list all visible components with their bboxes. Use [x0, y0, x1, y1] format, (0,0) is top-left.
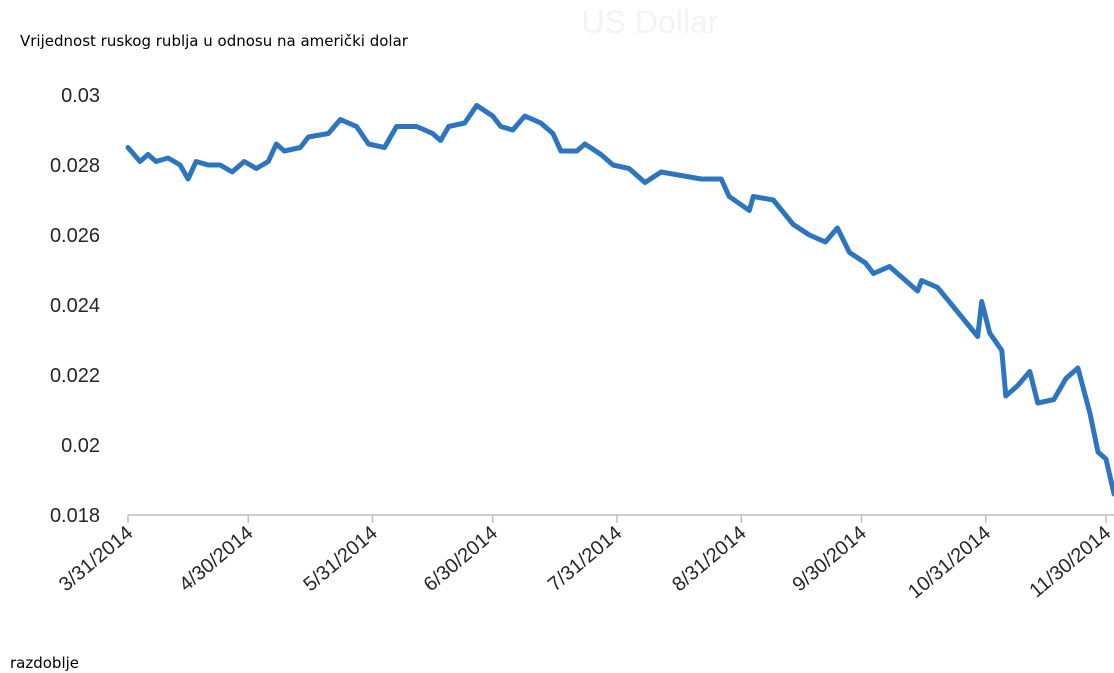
- x-tick-label: 10/31/2014: [904, 522, 995, 603]
- y-tick-label: 0.018: [50, 505, 100, 527]
- x-axis-label: razdoblje: [10, 654, 79, 672]
- y-tick-label: 0.022: [50, 365, 100, 387]
- data-line: [125, 103, 1114, 497]
- y-tick-label: 0.02: [61, 435, 100, 457]
- x-tick-label: 6/30/2014: [420, 522, 502, 596]
- x-tick-label: 5/31/2014: [299, 522, 381, 596]
- x-tick-label: 7/31/2014: [544, 522, 626, 596]
- x-tick-label: 4/30/2014: [175, 522, 257, 596]
- x-tick-label: 3/31/2014: [55, 522, 137, 596]
- x-tick-label: 8/31/2014: [668, 522, 750, 596]
- y-axis-label: Vrijednost ruskog rublja u odnosu na ame…: [20, 32, 409, 50]
- y-tick-label: 0.028: [50, 155, 100, 177]
- y-tick-label: 0.03: [61, 85, 100, 107]
- chart-title: US Dollar: [582, 4, 719, 40]
- x-tick-label: 9/30/2014: [788, 522, 870, 596]
- y-tick-label: 0.024: [50, 295, 100, 317]
- y-tick-label: 0.026: [50, 225, 100, 247]
- x-tick-label: 11/30/2014: [1026, 522, 1114, 602]
